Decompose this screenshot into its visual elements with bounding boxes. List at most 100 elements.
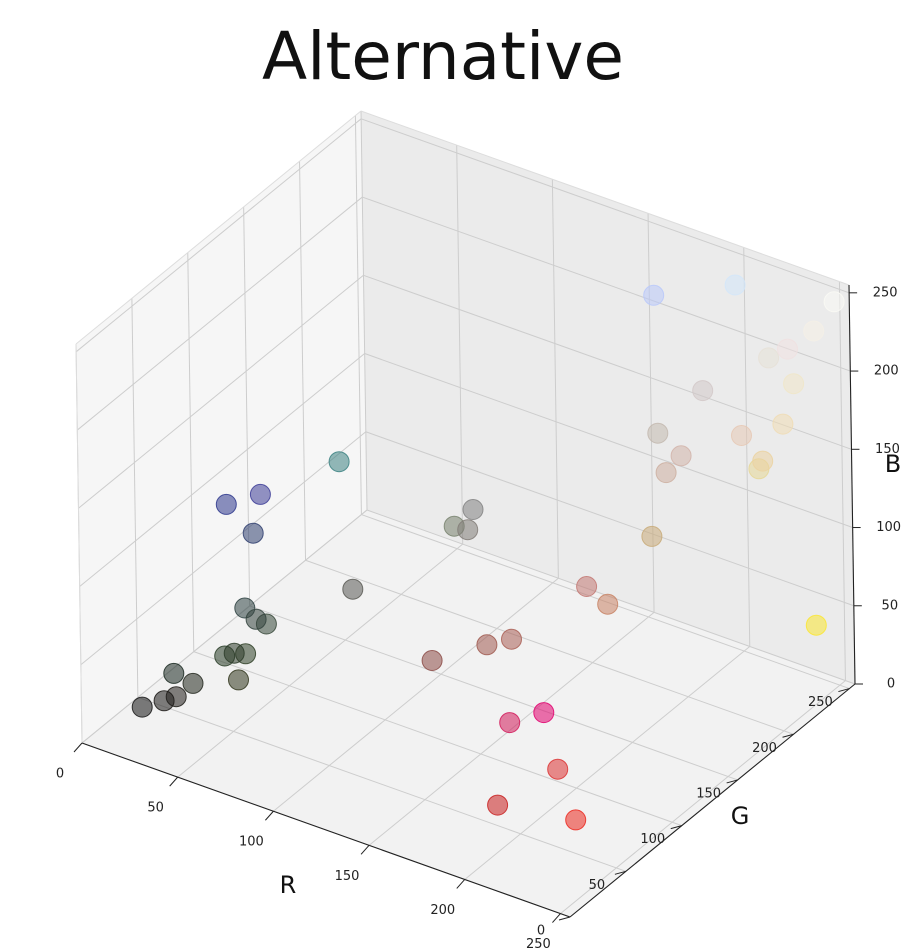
pane-edge (75, 343, 83, 744)
grid-floor-g (193, 651, 682, 827)
grid-back-r (551, 179, 559, 579)
data-point (724, 274, 746, 296)
grid-back-r (838, 281, 846, 681)
x-tick-label: 0 (56, 767, 64, 782)
x-tick (73, 742, 83, 753)
data-point (647, 422, 669, 444)
data-point (772, 413, 794, 435)
data-point (547, 758, 569, 780)
grid-floor-r (177, 543, 464, 778)
data-point (228, 669, 249, 691)
data-point (476, 634, 498, 656)
x-tick (264, 810, 274, 821)
pane-floor (82, 510, 855, 917)
grid-wall-b (81, 509, 368, 744)
pane-edge (75, 110, 362, 345)
z-tick-label: 200 (874, 364, 899, 379)
y-tick-label: 200 (752, 741, 777, 756)
data-point (641, 525, 663, 547)
data-point (533, 702, 555, 724)
grid-floor-r (560, 680, 846, 914)
tick-labels: 0 0 0 50 50 50 100 100 100 150 150 150 200 200 200 250 2… (56, 285, 901, 952)
data-point (153, 690, 175, 712)
data-point (565, 809, 587, 831)
chart-title: Alternative (261, 18, 625, 95)
y-axis-line (569, 683, 856, 918)
grid-floor-r (464, 646, 751, 880)
data-point (777, 338, 798, 360)
y-tick-label: 50 (589, 878, 606, 893)
grid-floor-r (273, 577, 559, 812)
grid-back-b (362, 196, 851, 372)
data-point (731, 425, 752, 446)
grid-wall-g (299, 161, 307, 561)
data-point (245, 608, 267, 630)
data-point (655, 462, 677, 484)
data-point (163, 662, 185, 684)
data-point (823, 291, 845, 313)
grid-floor-g (137, 696, 627, 872)
grid-back-b (365, 431, 854, 607)
data-point (182, 672, 204, 694)
z-tick-label: 100 (876, 520, 901, 535)
grid-wall-g (131, 298, 139, 698)
grid-wall-b (80, 431, 367, 666)
z-tick-label: 0 (887, 677, 895, 692)
grid-back-r (456, 145, 464, 545)
z-tick-label: 250 (873, 285, 898, 300)
x-tick-label: 250 (526, 937, 551, 952)
grid-wall-b (79, 353, 365, 587)
data-point (692, 380, 714, 402)
data-point (462, 499, 484, 520)
x-tick-label: 150 (335, 869, 360, 884)
z-tick-label: 150 (875, 442, 900, 457)
data-point (457, 519, 479, 541)
y-tick (782, 733, 794, 738)
y-tick (726, 779, 738, 784)
data-point (643, 284, 665, 306)
axis-lines (81, 284, 856, 918)
x-tick (360, 845, 370, 855)
data-point (670, 445, 692, 467)
data-point (576, 576, 598, 597)
y-tick (838, 688, 850, 693)
pane-left-wall (76, 111, 367, 743)
z-axis-line (848, 284, 856, 685)
data-point (328, 451, 350, 473)
data-point (242, 522, 264, 544)
y-tick (614, 870, 627, 875)
data-point (342, 578, 364, 600)
data-point (487, 794, 509, 816)
data-point (803, 320, 825, 342)
grid-floor-g (249, 605, 738, 781)
x-tick (552, 913, 561, 923)
grid-floor-g (305, 559, 794, 735)
data-point (223, 642, 245, 664)
x-tick (169, 776, 179, 787)
grid-wall-g (187, 252, 195, 652)
data-point (499, 712, 521, 734)
z-axis-label: B (885, 450, 901, 478)
data-point (131, 696, 153, 718)
data-point (752, 450, 774, 472)
grid-back-r (743, 247, 751, 647)
pane-back-wall (361, 111, 855, 684)
x-axis-label: R (280, 871, 297, 899)
data-point (215, 493, 237, 515)
grid-back-r (360, 110, 368, 511)
data-point (758, 347, 780, 369)
grid-wall-b (76, 196, 363, 431)
y-tick-label: 150 (696, 786, 721, 801)
y-tick-label: 100 (640, 832, 665, 847)
y-tick (558, 916, 571, 921)
pane-edge (360, 110, 850, 286)
y-tick-label: 250 (808, 695, 833, 710)
y-tick-label: 0 (537, 924, 545, 939)
x-tick-label: 200 (430, 903, 455, 918)
y-tick (670, 825, 682, 830)
data-point (805, 614, 827, 636)
grid-wall-b (75, 118, 362, 353)
grid-back-b (363, 274, 852, 450)
data-point (249, 483, 271, 505)
